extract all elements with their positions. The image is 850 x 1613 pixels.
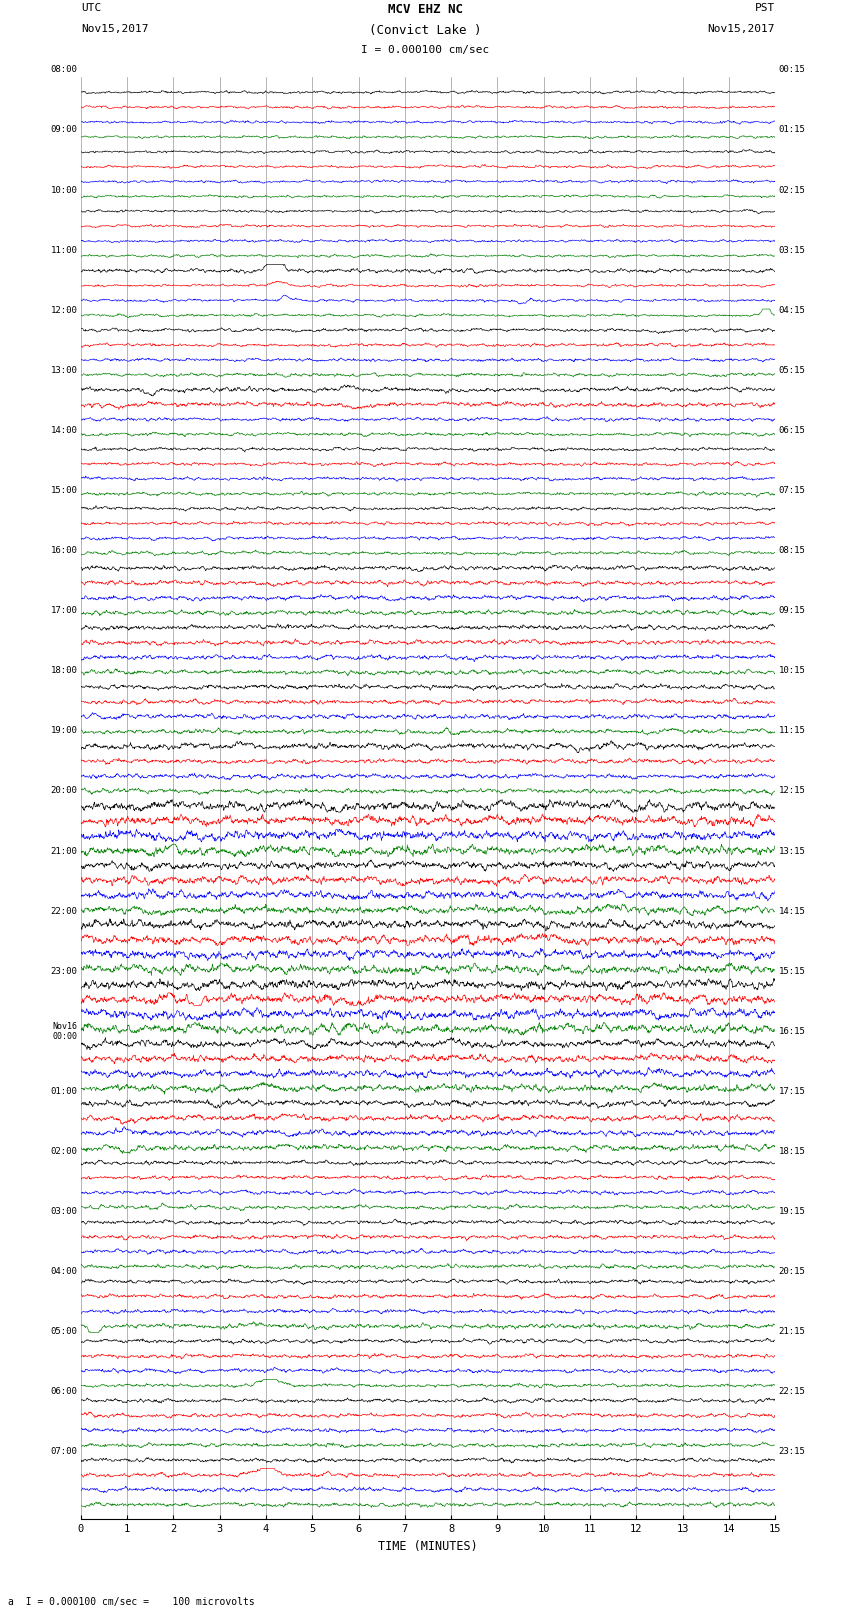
Text: (Convict Lake ): (Convict Lake ) — [369, 24, 481, 37]
Text: 23:15: 23:15 — [779, 1447, 806, 1457]
Text: 16:00: 16:00 — [50, 547, 77, 555]
Text: UTC: UTC — [81, 3, 101, 13]
Text: 20:00: 20:00 — [50, 787, 77, 795]
Text: 21:00: 21:00 — [50, 847, 77, 855]
Text: 05:00: 05:00 — [50, 1327, 77, 1336]
Text: Nov16
00:00: Nov16 00:00 — [53, 1021, 77, 1040]
Text: 15:15: 15:15 — [779, 966, 806, 976]
Text: 19:15: 19:15 — [779, 1207, 806, 1216]
Text: 05:15: 05:15 — [779, 366, 806, 374]
Text: 08:15: 08:15 — [779, 547, 806, 555]
Text: 12:15: 12:15 — [779, 787, 806, 795]
Text: 03:00: 03:00 — [50, 1207, 77, 1216]
Text: 01:00: 01:00 — [50, 1087, 77, 1095]
Text: 11:15: 11:15 — [779, 726, 806, 736]
Text: 06:15: 06:15 — [779, 426, 806, 436]
Text: 02:00: 02:00 — [50, 1147, 77, 1157]
Text: 16:15: 16:15 — [779, 1027, 806, 1036]
Text: 07:15: 07:15 — [779, 486, 806, 495]
Text: 17:15: 17:15 — [779, 1087, 806, 1095]
Text: 10:00: 10:00 — [50, 185, 77, 195]
Text: 13:00: 13:00 — [50, 366, 77, 374]
Text: 07:00: 07:00 — [50, 1447, 77, 1457]
Text: 12:00: 12:00 — [50, 306, 77, 315]
Text: 23:00: 23:00 — [50, 966, 77, 976]
Text: 17:00: 17:00 — [50, 606, 77, 615]
Text: 21:15: 21:15 — [779, 1327, 806, 1336]
Text: 11:00: 11:00 — [50, 245, 77, 255]
Text: 13:15: 13:15 — [779, 847, 806, 855]
Text: 01:15: 01:15 — [779, 126, 806, 134]
Text: 10:15: 10:15 — [779, 666, 806, 676]
Text: 08:00: 08:00 — [50, 66, 77, 74]
Text: 09:00: 09:00 — [50, 126, 77, 134]
Text: 02:15: 02:15 — [779, 185, 806, 195]
Text: 19:00: 19:00 — [50, 726, 77, 736]
Text: Nov15,2017: Nov15,2017 — [708, 24, 775, 34]
Text: 14:15: 14:15 — [779, 907, 806, 916]
Text: 09:15: 09:15 — [779, 606, 806, 615]
Text: Nov15,2017: Nov15,2017 — [81, 24, 148, 34]
Text: MCV EHZ NC: MCV EHZ NC — [388, 3, 462, 16]
Text: 06:00: 06:00 — [50, 1387, 77, 1397]
Text: 18:00: 18:00 — [50, 666, 77, 676]
Text: a  I = 0.000100 cm/sec =    100 microvolts: a I = 0.000100 cm/sec = 100 microvolts — [8, 1597, 255, 1607]
Text: 15:00: 15:00 — [50, 486, 77, 495]
Text: 04:15: 04:15 — [779, 306, 806, 315]
Text: 00:15: 00:15 — [779, 66, 806, 74]
Text: 04:00: 04:00 — [50, 1268, 77, 1276]
Text: 22:15: 22:15 — [779, 1387, 806, 1397]
Text: 03:15: 03:15 — [779, 245, 806, 255]
Text: 14:00: 14:00 — [50, 426, 77, 436]
X-axis label: TIME (MINUTES): TIME (MINUTES) — [378, 1540, 478, 1553]
Text: 18:15: 18:15 — [779, 1147, 806, 1157]
Text: 20:15: 20:15 — [779, 1268, 806, 1276]
Text: PST: PST — [755, 3, 775, 13]
Text: I = 0.000100 cm/sec: I = 0.000100 cm/sec — [361, 45, 489, 55]
Text: 22:00: 22:00 — [50, 907, 77, 916]
